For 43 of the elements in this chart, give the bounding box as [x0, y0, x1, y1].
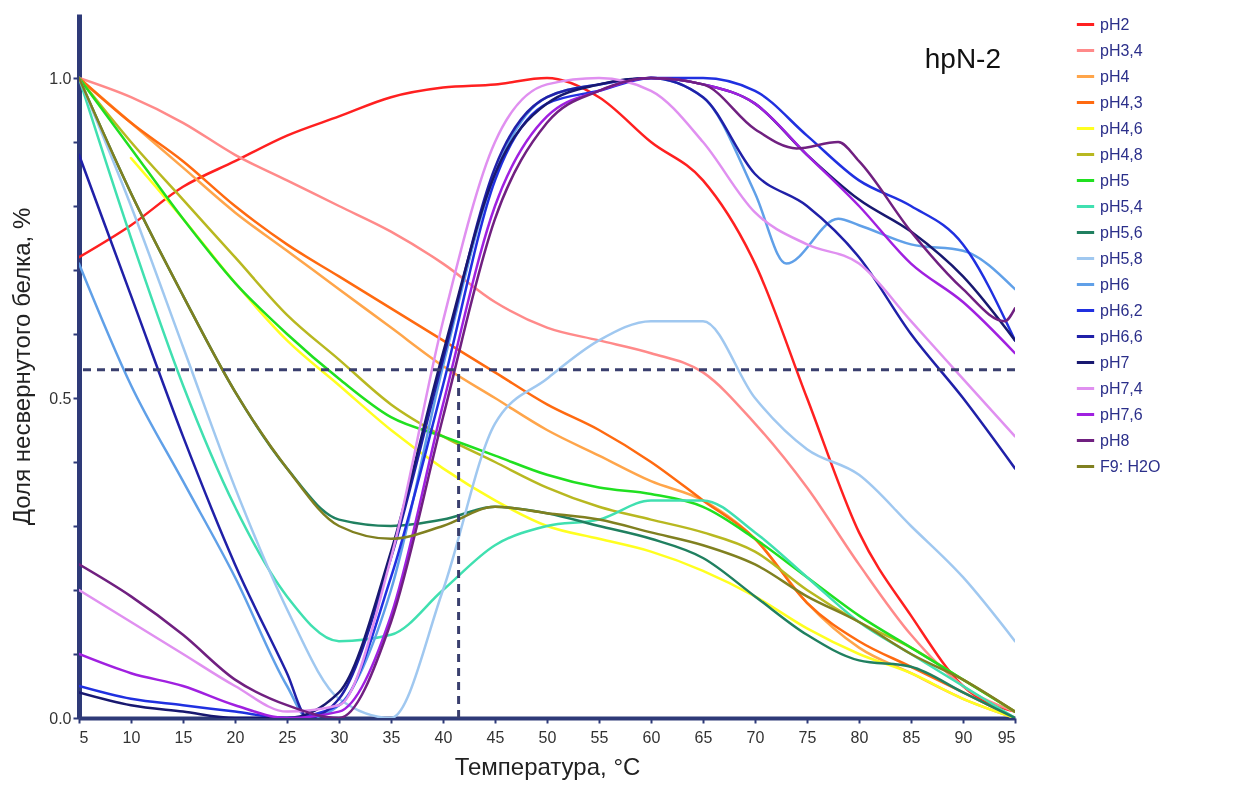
x-tick-label: 70	[746, 728, 765, 746]
legend-label: pH7,6	[1100, 405, 1143, 423]
x-tick-label: 45	[486, 728, 505, 746]
legend-label: pH7,4	[1100, 379, 1143, 397]
x-tick-label: 80	[850, 728, 869, 746]
y-tick-label: 1.0	[49, 69, 72, 87]
y-tick-label: 0.5	[49, 389, 72, 407]
legend-label: pH4,6	[1100, 119, 1143, 137]
x-tick-label: 95	[997, 728, 1016, 746]
legend-label: pH3,4	[1100, 41, 1143, 59]
x-tick-label: 90	[954, 728, 973, 746]
legend-label: pH8	[1100, 431, 1130, 449]
y-tick-label: 0.0	[49, 709, 72, 727]
legend-label: pH6	[1100, 275, 1130, 293]
legend-label: pH4,8	[1100, 145, 1143, 163]
x-tick-label: 85	[902, 728, 921, 746]
x-tick-label: 60	[642, 728, 661, 746]
x-tick-label: 75	[798, 728, 817, 746]
legend-label: pH6,6	[1100, 327, 1143, 345]
text: hpN-2	[924, 43, 1001, 74]
x-tick-label: 50	[538, 728, 557, 746]
x-tick-label: 65	[694, 728, 713, 746]
x-tick-label: 40	[434, 728, 453, 746]
legend-label: pH5,8	[1100, 249, 1143, 267]
legend-label: pH5,6	[1100, 223, 1143, 241]
legend-label: pH7	[1100, 353, 1130, 371]
x-tick-label: 5	[79, 728, 89, 746]
x-tick-label: 30	[330, 728, 349, 746]
legend-label: pH2	[1100, 15, 1130, 33]
legend-label: F9: H2O	[1100, 457, 1161, 475]
x-tick-label: 10	[122, 728, 141, 746]
x-tick-label: 20	[226, 728, 245, 746]
legend-label: pH4	[1100, 67, 1130, 85]
legend-label: pH5,4	[1100, 197, 1143, 215]
legend-label: pH6,2	[1100, 301, 1143, 319]
legend-label: pH4,3	[1100, 93, 1143, 111]
x-tick-label: 35	[382, 728, 401, 746]
x-axis-title: Температура, °C	[454, 752, 641, 780]
x-tick-label: 25	[278, 728, 297, 746]
y-axis-title: Доля несвернутого белка, %	[8, 207, 36, 526]
x-tick-label: 55	[590, 728, 609, 746]
x-tick-label: 15	[174, 728, 193, 746]
legend-label: pH5	[1100, 171, 1130, 189]
